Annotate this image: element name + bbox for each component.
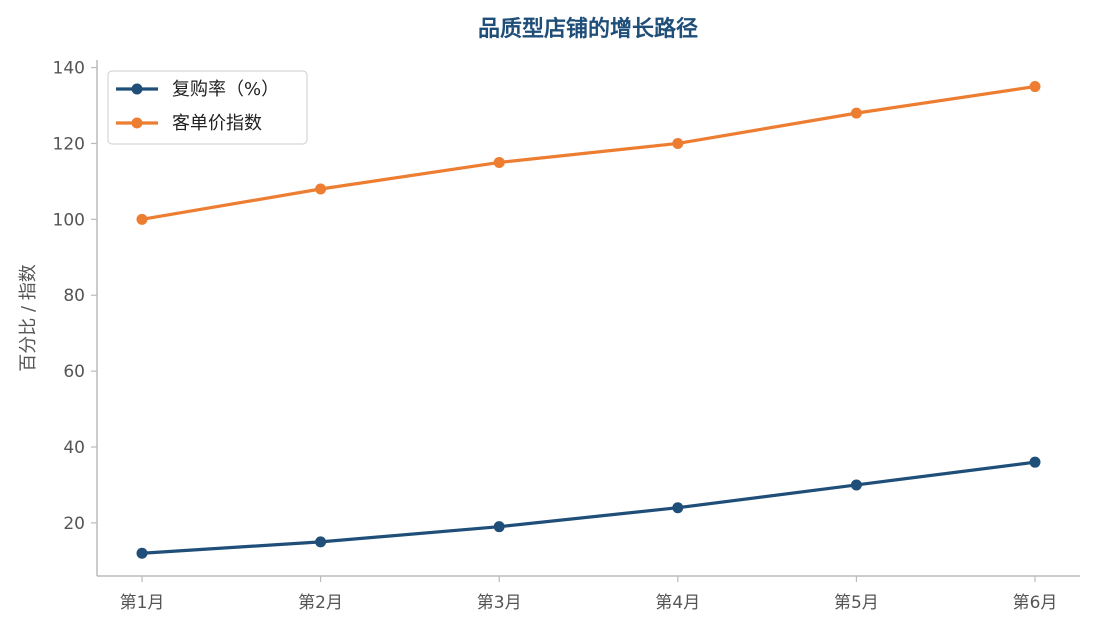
data-point [850,107,862,119]
legend-swatch-marker [131,83,143,95]
y-tick-label: 20 [63,514,85,534]
data-point [136,213,148,225]
data-point [672,502,684,514]
y-tick-label: 60 [63,362,85,382]
data-point [136,547,148,559]
y-axis-ticks: 20 40 60 80 100 120 140 [53,59,97,534]
y-tick-label: 140 [53,59,85,79]
x-tick-label: 第6月 [1013,593,1058,613]
x-tick-label: 第4月 [655,593,700,613]
data-point [315,183,327,195]
legend-label: 复购率（%） [172,79,279,100]
chart-title: 品质型店铺的增长路径 [478,16,698,42]
y-tick-label: 80 [63,286,85,306]
x-tick-label: 第2月 [298,593,343,613]
axes [96,60,1080,577]
y-tick-label: 40 [63,438,85,458]
y-tick-label: 100 [53,210,85,230]
legend-label: 客单价指数 [172,113,262,134]
data-point [1029,81,1041,93]
x-tick-label: 第5月 [834,593,879,613]
data-point [672,137,684,149]
x-axis-ticks: 第1月 第2月 第3月 第4月 第5月 第6月 [120,576,1058,613]
series-line [140,84,1037,221]
legend-swatch-marker [131,117,143,129]
y-tick-label: 120 [53,134,85,154]
data-point [850,479,862,491]
data-point [493,521,505,533]
x-tick-label: 第1月 [120,593,165,613]
legend-item: 客单价指数 [116,113,262,134]
data-point [493,156,505,168]
y-axis-label: 百分比 / 指数 [18,264,39,372]
legend-item: 复购率（%） [116,79,279,100]
series-group [136,81,1041,559]
x-tick-label: 第3月 [477,593,522,613]
data-point [315,536,327,548]
series-2 [136,81,1041,225]
series-1 [136,456,1041,559]
data-point [1029,456,1041,468]
series-line [140,460,1037,555]
legend: 复购率（%） 客单价指数 [107,70,308,145]
